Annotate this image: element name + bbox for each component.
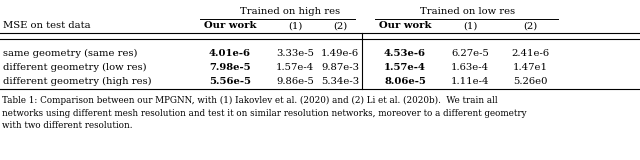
Text: different geometry (high res): different geometry (high res) [3,76,152,86]
Text: 8.06e-5: 8.06e-5 [384,76,426,85]
Text: 9.86e-5: 9.86e-5 [276,76,314,85]
Text: 5.56e-5: 5.56e-5 [209,76,251,85]
Text: 4.01e-6: 4.01e-6 [209,48,251,57]
Text: 1.63e-4: 1.63e-4 [451,63,489,72]
Text: Trained on high res: Trained on high res [240,8,340,16]
Text: different geometry (low res): different geometry (low res) [3,62,147,72]
Text: 1.57e-4: 1.57e-4 [276,63,314,72]
Text: (2): (2) [333,21,347,31]
Text: Our work: Our work [204,21,256,31]
Text: Trained on low res: Trained on low res [420,8,515,16]
Text: (1): (1) [288,21,302,31]
Text: 1.49e-6: 1.49e-6 [321,48,359,57]
Text: 7.98e-5: 7.98e-5 [209,63,251,72]
Text: 9.87e-3: 9.87e-3 [321,63,359,72]
Text: Our work: Our work [379,21,431,31]
Text: 1.11e-4: 1.11e-4 [451,76,489,85]
Text: 6.27e-5: 6.27e-5 [451,48,489,57]
Text: MSE on test data: MSE on test data [3,21,91,31]
Text: 1.57e-4: 1.57e-4 [384,63,426,72]
Text: 2.41e-6: 2.41e-6 [511,48,549,57]
Text: 5.26e0: 5.26e0 [513,76,547,85]
Text: same geometry (same res): same geometry (same res) [3,48,138,58]
Text: 4.53e-6: 4.53e-6 [384,48,426,57]
Text: 1.47e1: 1.47e1 [513,63,547,72]
Text: Table 1: Comparison between our MPGNN, with (1) Iakovlev et al. (2020) and (2) L: Table 1: Comparison between our MPGNN, w… [2,96,527,130]
Text: (2): (2) [523,21,537,31]
Text: 3.33e-5: 3.33e-5 [276,48,314,57]
Text: 5.34e-3: 5.34e-3 [321,76,359,85]
Text: (1): (1) [463,21,477,31]
